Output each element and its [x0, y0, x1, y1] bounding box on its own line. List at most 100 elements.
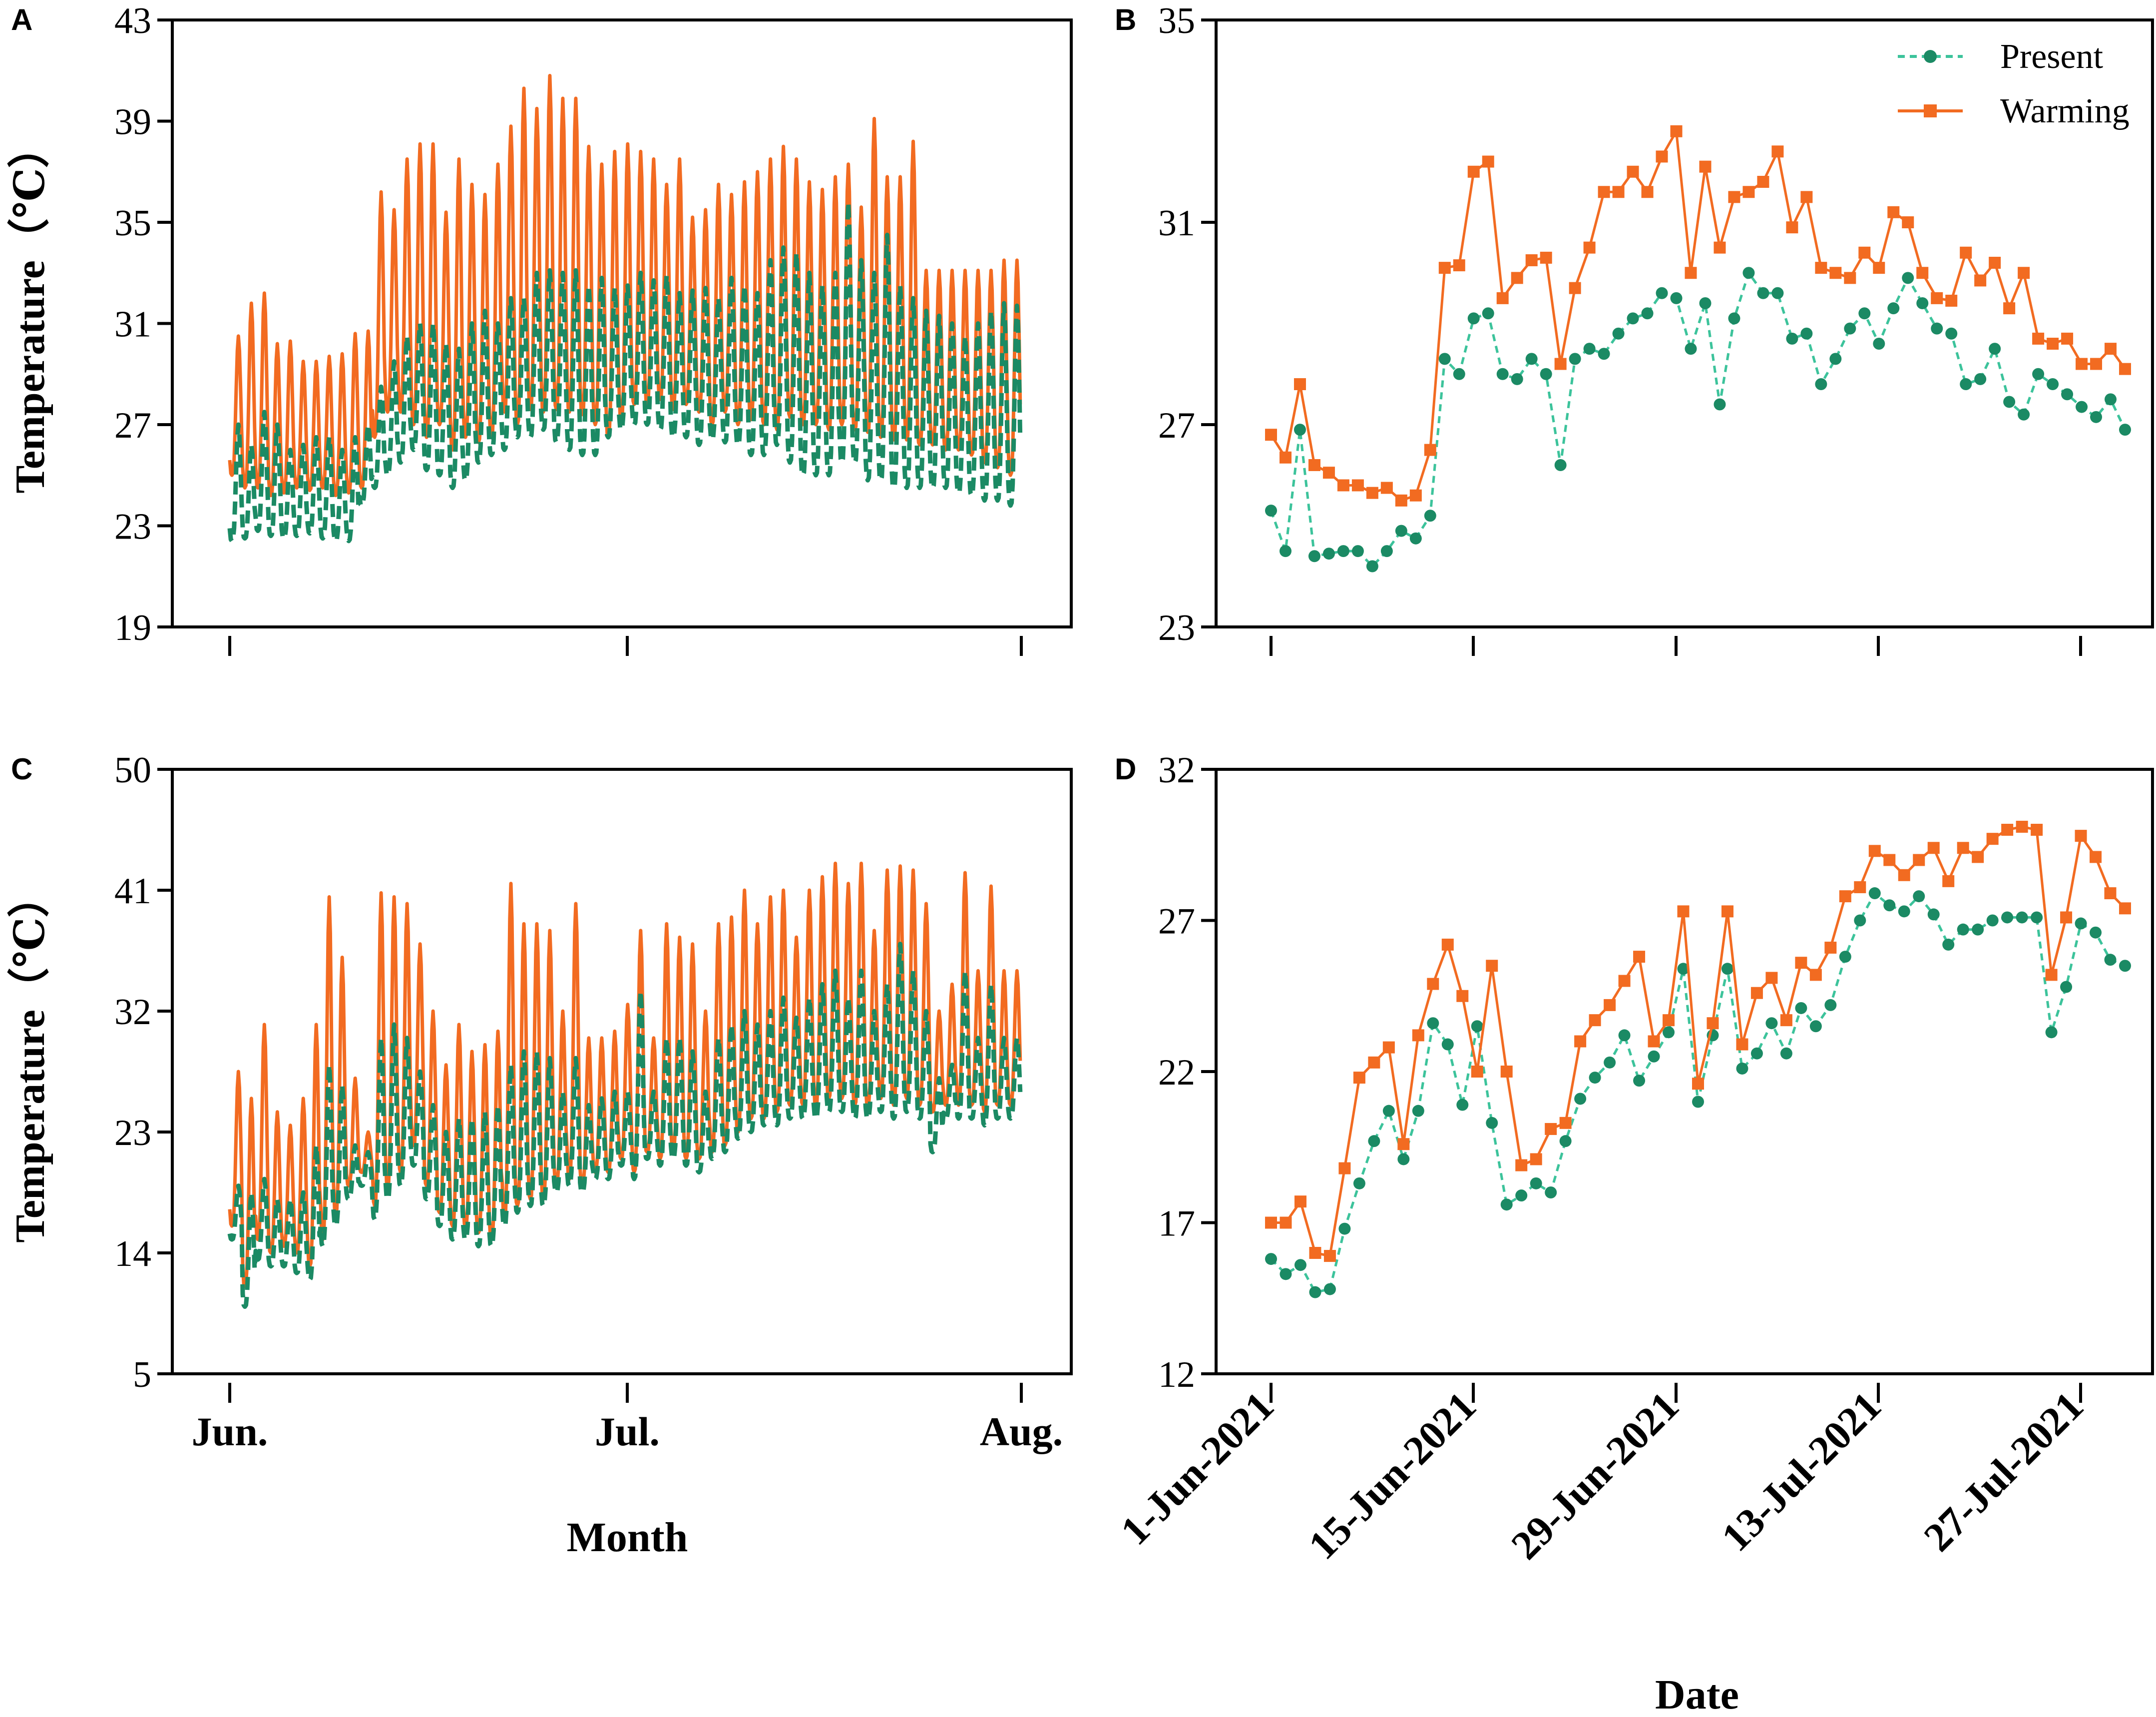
- point-present-b: [2047, 378, 2059, 390]
- point-present-d: [1986, 914, 1999, 927]
- legend-warming-label: Warming: [2000, 92, 2130, 130]
- point-warming-d: [1868, 845, 1881, 857]
- point-warming-b: [1800, 191, 1813, 203]
- point-warming-b: [1598, 186, 1610, 198]
- point-warming-b: [1438, 262, 1451, 274]
- point-warming-d: [1294, 1195, 1306, 1208]
- point-warming-d: [2045, 969, 2058, 981]
- point-warming-b: [1844, 272, 1856, 284]
- point-warming-b: [2061, 332, 2074, 345]
- point-present-d: [1265, 1253, 1277, 1265]
- point-warming-d: [1839, 890, 1851, 903]
- point-warming-d: [1456, 990, 1469, 1002]
- point-warming-b: [2090, 358, 2103, 370]
- x-tick-label-aug: Aug.: [980, 1409, 1063, 1454]
- point-present-b: [1438, 353, 1451, 365]
- y-tick-label-a: 43: [114, 0, 151, 41]
- point-warming-b: [2003, 302, 2016, 315]
- y-tick-label-a: 35: [114, 203, 151, 244]
- point-present-d: [1972, 923, 1984, 936]
- point-warming-d: [1648, 1035, 1660, 1048]
- point-warming-d: [1397, 1138, 1410, 1150]
- point-present-b: [1366, 560, 1378, 572]
- point-warming-d: [1809, 969, 1822, 981]
- y-tick-label-a: 31: [114, 304, 151, 345]
- point-present-d: [1883, 899, 1896, 912]
- point-present-d: [1677, 963, 1690, 975]
- point-warming-d: [1382, 1041, 1395, 1054]
- point-warming-d: [1986, 833, 1999, 845]
- point-present-b: [1974, 373, 1987, 385]
- point-present-b: [1598, 348, 1610, 360]
- point-warming-d: [2060, 911, 2073, 924]
- point-present-b: [1844, 322, 1856, 335]
- point-present-d: [2060, 981, 2073, 993]
- y-tick-label-d: 17: [1158, 1203, 1195, 1244]
- point-warming-d: [1795, 957, 1807, 969]
- point-warming-d: [1471, 1066, 1483, 1078]
- point-warming-d: [1824, 941, 1837, 954]
- point-present-b: [1337, 545, 1349, 558]
- legend: Present Warming: [1898, 37, 2130, 130]
- point-warming-d: [1338, 1162, 1351, 1174]
- point-warming-b: [1685, 267, 1697, 279]
- point-warming-d: [1883, 854, 1896, 866]
- point-present-b: [1742, 267, 1755, 279]
- point-present-b: [1540, 368, 1552, 380]
- point-warming-b: [1294, 378, 1306, 390]
- point-present-b: [1569, 353, 1581, 365]
- point-warming-b: [1858, 246, 1871, 259]
- point-warming-b: [1916, 267, 1929, 279]
- point-present-b: [1265, 505, 1277, 517]
- legend-present-marker: [1924, 50, 1937, 63]
- point-warming-d: [1677, 905, 1690, 918]
- point-present-b: [1409, 532, 1422, 545]
- point-present-d: [1280, 1268, 1292, 1280]
- y-tick-label-c: 32: [114, 992, 151, 1033]
- y-axis-title-a: Temperature（℃）: [7, 126, 53, 493]
- point-present-d: [1353, 1177, 1365, 1189]
- point-present-b: [2003, 396, 2016, 408]
- point-present-d: [2045, 1026, 2058, 1039]
- point-warming-d: [2016, 820, 2028, 833]
- point-present-d: [1942, 938, 1955, 951]
- point-warming-b: [2047, 338, 2059, 350]
- y-tick-label-b: 31: [1158, 203, 1195, 244]
- point-present-b: [1887, 302, 1900, 315]
- point-warming-d: [1323, 1250, 1336, 1262]
- point-warming-d: [2001, 824, 2014, 836]
- point-present-b: [2061, 388, 2074, 401]
- panel-label-a: A: [11, 3, 32, 36]
- panel-a-chart: 19 23 27 31 35 39 43: [114, 0, 1073, 656]
- point-warming-d: [1765, 972, 1778, 984]
- point-present-b: [1380, 545, 1393, 558]
- point-warming-d: [1898, 869, 1910, 881]
- point-warming-d: [1854, 881, 1866, 893]
- point-present-d: [1294, 1259, 1306, 1271]
- point-warming-b: [1786, 221, 1798, 234]
- y-tick-label-c: 50: [114, 750, 151, 791]
- point-present-d: [1780, 1047, 1792, 1060]
- point-present-d: [1750, 1047, 1763, 1060]
- x-tick-label-jun: Jun.: [192, 1409, 268, 1454]
- point-present-d: [1589, 1072, 1601, 1084]
- point-warming-d: [2031, 824, 2043, 836]
- point-present-b: [1511, 373, 1523, 385]
- point-warming-b: [1742, 186, 1755, 198]
- point-present-d: [1913, 890, 1925, 903]
- point-present-b: [1294, 424, 1306, 436]
- point-warming-b: [1974, 274, 1987, 287]
- point-warming-d: [1618, 975, 1631, 987]
- point-present-b: [1583, 343, 1596, 355]
- point-warming-d: [1633, 951, 1646, 963]
- point-present-b: [1931, 322, 1943, 335]
- point-warming-d: [1309, 1247, 1321, 1259]
- point-present-d: [1809, 1020, 1822, 1033]
- point-present-d: [1441, 1038, 1454, 1051]
- point-present-d: [2075, 917, 2087, 930]
- point-present-b: [1424, 510, 1436, 522]
- point-warming-b: [1511, 272, 1523, 284]
- point-warming-b: [1641, 186, 1654, 198]
- y-tick-label-c: 41: [114, 871, 151, 912]
